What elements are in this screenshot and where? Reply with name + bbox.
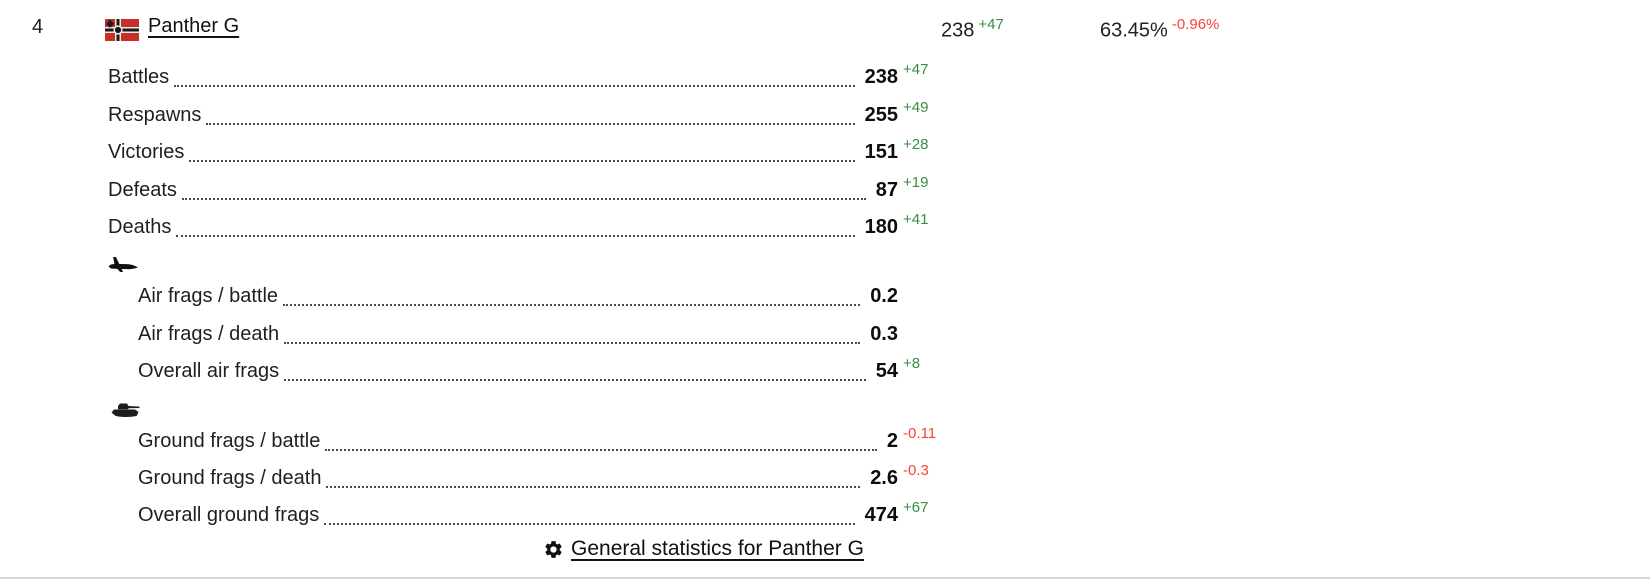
- stat-value: 0.3: [870, 322, 898, 345]
- stat-delta: -0.3: [903, 461, 929, 479]
- stat-row-overall-ground-frags: Overall ground frags 474 +67: [108, 495, 946, 532]
- bottom-divider: [0, 577, 1650, 579]
- stat-label: Air frags / death: [138, 322, 280, 345]
- stat-row-ground-frags-battle: Ground frags / battle 2 -0.11: [108, 420, 946, 457]
- stat-label: Defeats: [108, 178, 177, 201]
- stat-delta: +28: [903, 136, 929, 154]
- stat-value: 474: [864, 504, 898, 527]
- stat-label: Respawns: [108, 103, 202, 126]
- header-battles-delta: +47: [978, 16, 1004, 33]
- dotted-leader: [189, 160, 855, 163]
- stat-delta: +41: [903, 210, 929, 228]
- stat-delta: +67: [903, 499, 929, 517]
- tank-icon: [111, 403, 140, 418]
- stat-label: Ground frags / death: [138, 466, 322, 489]
- dotted-leader: [176, 234, 855, 237]
- stat-delta: -0.11: [903, 424, 937, 442]
- air-section-header: [108, 244, 946, 276]
- header-winrate-delta: -0.96%: [1171, 16, 1220, 33]
- stat-row-defeats: Defeats 87 +19: [108, 169, 946, 206]
- dotted-leader: [284, 379, 866, 382]
- dotted-leader: [284, 341, 861, 344]
- header-winrate-value: 63.45%: [1100, 19, 1168, 42]
- stats-list: Battles 238 +47 Respawns 255 +49 Victori…: [108, 57, 946, 532]
- stat-row-respawns: Respawns 255 +49: [108, 94, 946, 131]
- general-statistics-link[interactable]: General statistics for Panther G: [543, 537, 864, 561]
- dotted-leader: [181, 197, 866, 200]
- stat-value: 2.6: [870, 466, 898, 489]
- header-battles-value: 238: [941, 19, 975, 42]
- stat-row-air-frags-death: Air frags / death 0.3: [108, 313, 946, 350]
- stat-value: 54: [875, 360, 898, 383]
- stat-delta: +8: [903, 355, 921, 373]
- dotted-leader: [326, 485, 861, 488]
- dotted-leader: [206, 122, 855, 125]
- stat-delta: +49: [903, 98, 929, 116]
- vehicle-name-link[interactable]: Panther G: [148, 15, 240, 37]
- dotted-leader: [325, 448, 877, 451]
- stat-row-overall-air-frags: Overall air frags 54 +8: [108, 351, 946, 388]
- header-winrate: 63.45% -0.96%: [1100, 16, 1219, 43]
- gear-icon[interactable]: [543, 539, 564, 560]
- dotted-leader: [283, 304, 861, 307]
- stat-label: Air frags / battle: [138, 285, 279, 308]
- stat-label: Overall ground frags: [138, 504, 320, 527]
- stat-label: Battles: [108, 66, 170, 89]
- header-battles: 238 +47: [941, 16, 1004, 43]
- stat-delta: +19: [903, 173, 929, 191]
- stat-row-battles: Battles 238 +47: [108, 57, 946, 94]
- stat-value: 0.2: [870, 285, 898, 308]
- germany-flag-icon: [105, 19, 139, 41]
- stat-label: Ground frags / battle: [138, 429, 321, 452]
- stat-row-victories: Victories 151 +28: [108, 132, 946, 169]
- stat-label: Overall air frags: [138, 360, 280, 383]
- stat-row-ground-frags-death: Ground frags / death 2.6 -0.3: [108, 458, 946, 495]
- stat-label: Victories: [108, 141, 185, 164]
- general-statistics-link-label[interactable]: General statistics for Panther G: [571, 537, 864, 560]
- vehicle-rank: 4: [32, 16, 44, 38]
- stat-value: 255: [864, 103, 898, 126]
- dotted-leader: [324, 523, 855, 526]
- stat-label: Deaths: [108, 215, 172, 238]
- stat-value: 151: [864, 141, 898, 164]
- stat-value: 2: [886, 429, 898, 452]
- stat-value: 180: [864, 215, 898, 238]
- stat-delta: +47: [903, 61, 929, 79]
- stat-value: 238: [864, 66, 898, 89]
- stat-row-air-frags-battle: Air frags / battle 0.2: [108, 276, 946, 313]
- ground-section-header: [108, 388, 946, 420]
- plane-icon: [108, 256, 138, 272]
- stat-row-deaths: Deaths 180 +41: [108, 207, 946, 244]
- stat-value: 87: [875, 178, 898, 201]
- dotted-leader: [174, 85, 855, 88]
